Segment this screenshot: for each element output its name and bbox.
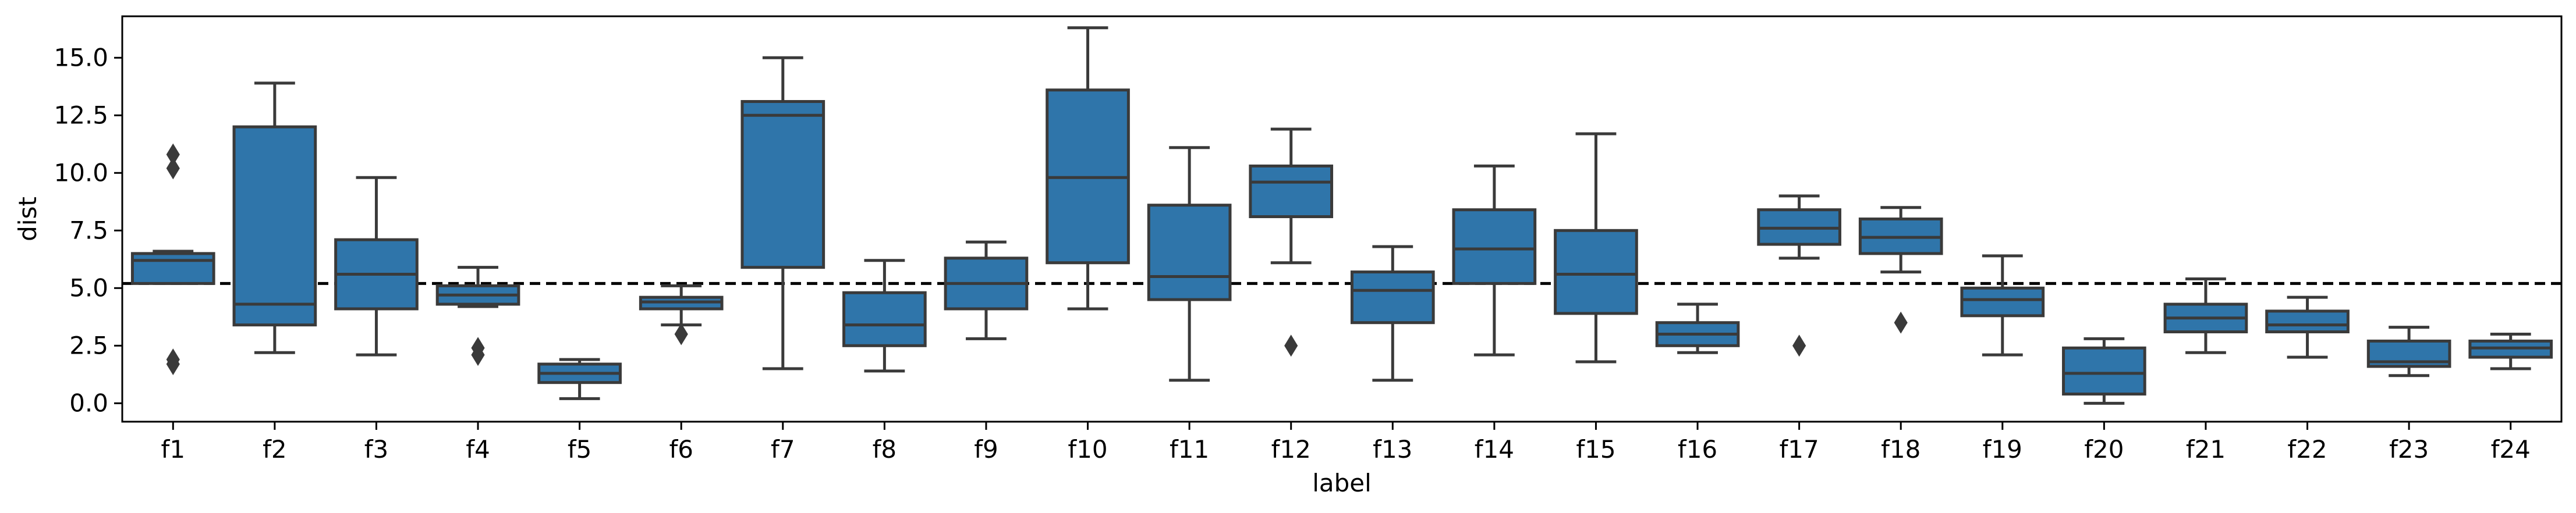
box-iqr — [1554, 229, 1638, 315]
box-f21 — [2163, 277, 2248, 354]
axes-frame — [121, 15, 2563, 423]
box-iqr — [842, 291, 927, 347]
box-f24 — [2468, 333, 2553, 370]
box-f22 — [2265, 295, 2350, 359]
x-tick-label: f11 — [1170, 435, 1209, 464]
y-tick-label: 0.0 — [69, 389, 108, 417]
x-tick-label: f5 — [568, 435, 592, 464]
box-iqr — [232, 125, 317, 327]
box-f18 — [1858, 206, 1943, 334]
box-f9 — [944, 240, 1029, 340]
x-tick-label: f14 — [1475, 435, 1514, 464]
box-f7 — [740, 56, 825, 370]
box-f4 — [435, 266, 520, 366]
box-f17 — [1757, 194, 1841, 357]
x-tick-label: f8 — [873, 435, 897, 464]
box-f12 — [1249, 127, 1334, 357]
x-tick-label: f9 — [974, 435, 998, 464]
y-tick-label: 7.5 — [69, 216, 108, 244]
box-f8 — [842, 259, 927, 373]
box-f1 — [130, 143, 215, 375]
box-f11 — [1147, 146, 1232, 382]
box-iqr — [1147, 204, 1232, 301]
x-tick-label: f22 — [2287, 435, 2327, 464]
box-f3 — [334, 176, 419, 357]
y-tick-label: 12.5 — [54, 101, 108, 129]
box-iqr — [2062, 346, 2146, 396]
box-iqr — [2265, 309, 2350, 334]
x-tick-label: f23 — [2389, 435, 2429, 464]
box-f5 — [537, 358, 622, 400]
y-axis-label: dist — [13, 197, 42, 241]
x-tick-label: f13 — [1373, 435, 1412, 464]
outlier-point — [1894, 311, 1908, 334]
box-iqr — [130, 252, 215, 285]
box-f16 — [1655, 302, 1740, 354]
box-f13 — [1350, 245, 1435, 382]
outlier-point — [1284, 334, 1298, 357]
box-iqr — [1960, 286, 2045, 318]
x-tick-label: f19 — [1983, 435, 2022, 464]
outlier-point — [166, 353, 180, 375]
x-tick-label: f2 — [263, 435, 287, 464]
x-tick-label: f16 — [1678, 435, 1717, 464]
box-iqr — [1249, 164, 1334, 219]
x-tick-label: f10 — [1068, 435, 1107, 464]
axes-group: 0.0 2.5 5.0 7.5 10.0 12.5 15.0 f1 f2 f3 f4 f5 f6 f7 f8… — [54, 15, 2563, 464]
x-tick-label: f4 — [466, 435, 490, 464]
box-f10 — [1046, 26, 1130, 311]
box-f15 — [1554, 132, 1638, 364]
box-f6 — [639, 284, 724, 345]
x-tick-label: f17 — [1780, 435, 1819, 464]
y-tick-label: 5.0 — [69, 273, 108, 302]
outlier-point — [166, 157, 180, 180]
box-iqr — [1350, 270, 1435, 325]
boxes-group — [130, 26, 2553, 405]
x-tick-label: f1 — [161, 435, 186, 464]
box-iqr — [740, 100, 825, 269]
outlier-point — [1792, 334, 1806, 357]
x-tick-label: f15 — [1576, 435, 1615, 464]
x-tick-label: f20 — [2084, 435, 2124, 464]
x-tick-label: f18 — [1881, 435, 1921, 464]
box-iqr — [1452, 208, 1537, 285]
box-f23 — [2366, 326, 2451, 377]
x-tick-label: f6 — [669, 435, 693, 464]
x-tick-label: f24 — [2491, 435, 2531, 464]
y-tick-label: 15.0 — [54, 43, 108, 72]
box-f14 — [1452, 164, 1537, 357]
x-tick-label: f3 — [364, 435, 389, 464]
box-f20 — [2062, 337, 2146, 405]
y-tick-label: 2.5 — [69, 331, 108, 359]
x-tick-label: f7 — [771, 435, 795, 464]
outlier-point — [674, 323, 688, 345]
x-tick-label: f12 — [1271, 435, 1311, 464]
x-tick-label: f21 — [2186, 435, 2226, 464]
x-axis-label: label — [1312, 469, 1372, 497]
y-tick-label: 10.0 — [54, 158, 108, 187]
outlier-point — [471, 344, 485, 366]
box-f19 — [1960, 254, 2045, 357]
box-f2 — [232, 81, 317, 354]
